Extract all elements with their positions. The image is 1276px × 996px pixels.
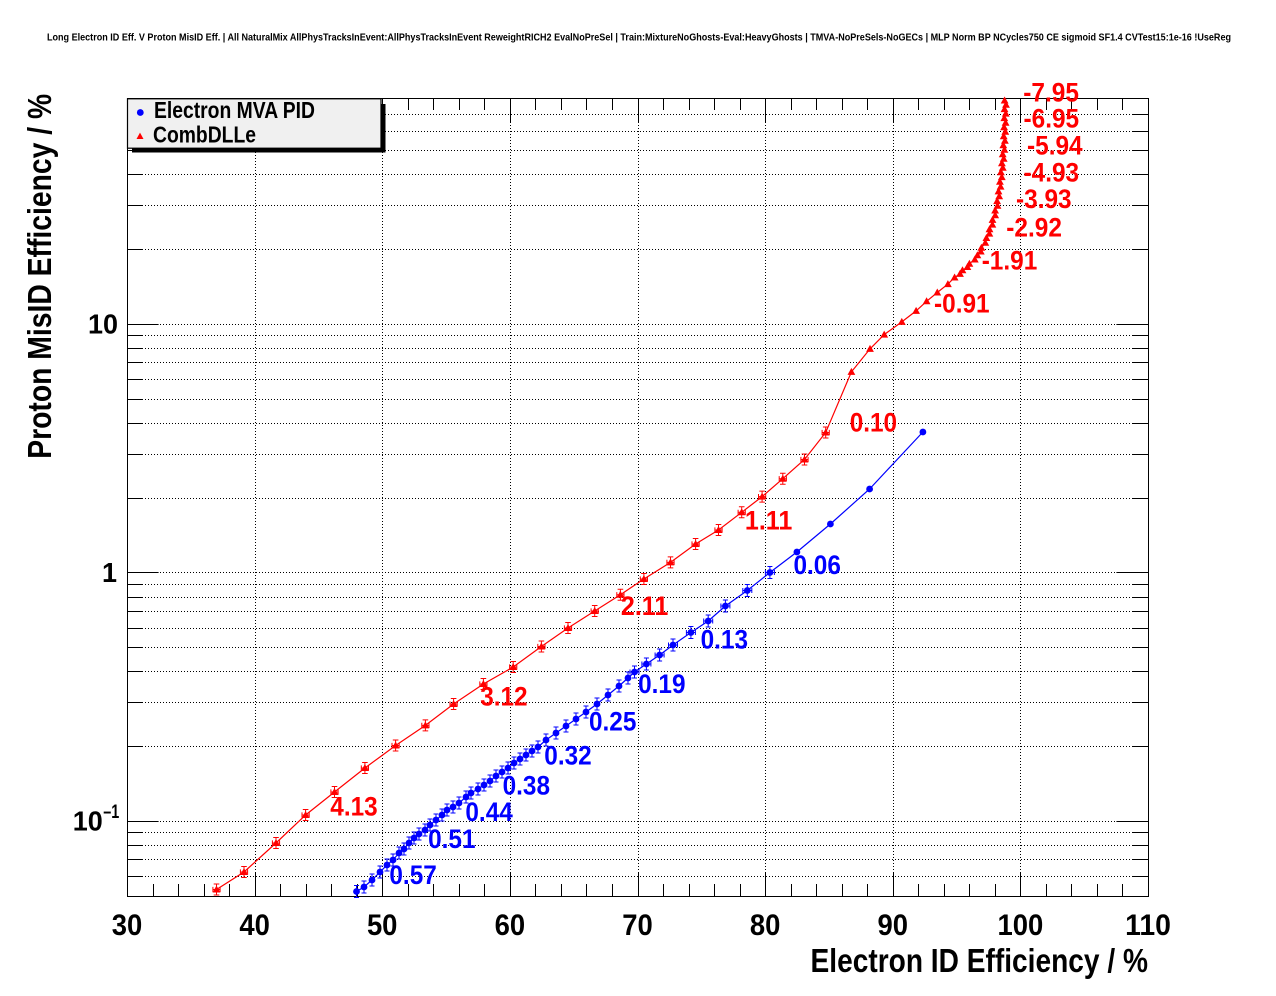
svg-text:-7.95: -7.95 <box>1023 77 1079 107</box>
svg-text:0.44: 0.44 <box>465 797 513 827</box>
svg-text:0.51: 0.51 <box>428 824 475 854</box>
svg-text:Electron ID Efficiency / %: Electron ID Efficiency / % <box>811 943 1149 980</box>
svg-text:Proton MisID Efficiency / %: Proton MisID Efficiency / % <box>22 94 59 459</box>
svg-text:50: 50 <box>367 909 398 942</box>
svg-text:0.13: 0.13 <box>701 625 748 655</box>
svg-text:4.13: 4.13 <box>330 792 377 822</box>
svg-text:2.11: 2.11 <box>621 591 668 621</box>
svg-text:80: 80 <box>750 909 781 942</box>
svg-text:-2.92: -2.92 <box>1006 212 1062 242</box>
svg-text:10: 10 <box>88 309 118 340</box>
svg-text:-6.95: -6.95 <box>1024 104 1080 134</box>
svg-text:0.25: 0.25 <box>589 706 636 736</box>
svg-text:90: 90 <box>878 909 909 942</box>
svg-text:30: 30 <box>112 909 143 942</box>
svg-text:0.10: 0.10 <box>850 408 897 438</box>
svg-text:-4.93: -4.93 <box>1024 157 1080 187</box>
svg-text:110: 110 <box>1125 909 1171 942</box>
svg-text:Electron MVA PID: Electron MVA PID <box>154 97 315 123</box>
svg-text:40: 40 <box>239 909 270 942</box>
svg-text:0.57: 0.57 <box>389 860 436 890</box>
svg-text:0.19: 0.19 <box>638 669 685 699</box>
svg-text:10: 10 <box>73 806 103 837</box>
svg-text:-1.91: -1.91 <box>982 245 1038 275</box>
svg-text:0.38: 0.38 <box>503 770 550 800</box>
svg-text:0.06: 0.06 <box>794 550 841 580</box>
svg-text:–1: –1 <box>103 802 119 823</box>
svg-text:-0.91: -0.91 <box>934 288 990 318</box>
svg-text:60: 60 <box>495 909 526 942</box>
svg-text:CombDLLe: CombDLLe <box>153 121 256 147</box>
svg-text:1.11: 1.11 <box>745 506 792 536</box>
svg-text:-3.93: -3.93 <box>1016 184 1072 214</box>
svg-text:70: 70 <box>622 909 653 942</box>
svg-text:Long Electron ID Eff. V Proton: Long Electron ID Eff. V Proton MisID Eff… <box>47 33 1231 44</box>
svg-text:1: 1 <box>102 557 117 588</box>
svg-text:100: 100 <box>998 909 1044 942</box>
svg-text:0.32: 0.32 <box>544 741 591 771</box>
svg-text:-5.94: -5.94 <box>1027 130 1083 160</box>
svg-text:3.12: 3.12 <box>480 682 527 712</box>
